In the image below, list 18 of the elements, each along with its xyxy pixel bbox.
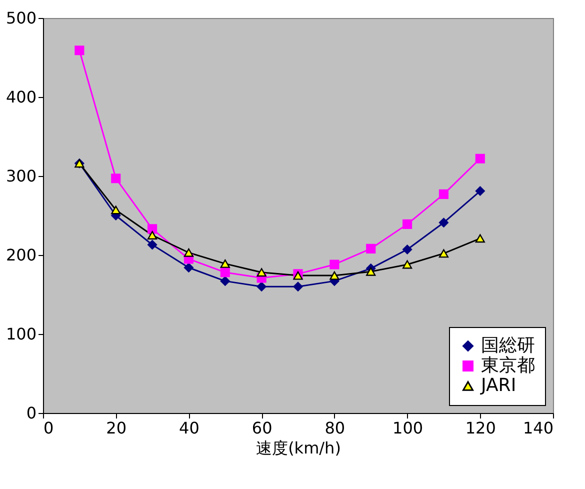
y-tick-label: 400	[6, 88, 36, 106]
y-tick-label: 300	[6, 166, 36, 186]
y-tick-label: 100	[6, 324, 36, 344]
legend-label: JARI	[480, 375, 516, 396]
x-tick-label: 0	[44, 418, 54, 438]
x-tick-label: 20	[106, 418, 127, 438]
x-tick-label: 120	[465, 418, 496, 438]
y-tick-label: 200	[6, 246, 36, 264]
x-tick-label: 80	[324, 418, 346, 438]
legend-label: 国総研	[481, 335, 535, 356]
x-tick-label: 60	[252, 418, 272, 438]
y-tick-label: 500	[6, 8, 36, 28]
x-tick-label: 140	[522, 418, 554, 438]
x-tick-label: 100	[392, 418, 424, 438]
x-axis-title: 速度(km/h)	[256, 438, 341, 458]
x-tick-label: 40	[179, 418, 200, 438]
y-tick-label: 0	[26, 404, 36, 422]
legend-label: 東京都	[481, 355, 535, 376]
